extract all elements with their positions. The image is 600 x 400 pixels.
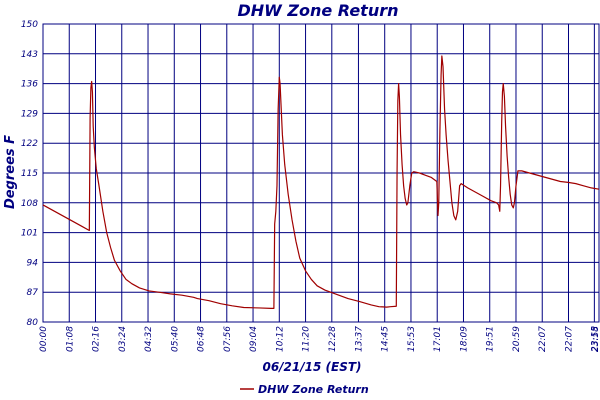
series-lines bbox=[42, 55, 600, 309]
x-tick-label: 20:59 bbox=[512, 326, 522, 352]
x-tick-label: 09:04 bbox=[249, 326, 259, 352]
x-tick-label: 02:16 bbox=[92, 326, 102, 352]
x-tick-label: 07:56 bbox=[223, 326, 233, 352]
y-tick-label: 143 bbox=[21, 50, 38, 60]
x-tick-label: 04:32 bbox=[144, 326, 154, 352]
x-tick-label: 17:01 bbox=[433, 326, 443, 352]
y-axis-label: Degrees F bbox=[3, 135, 18, 209]
y-tick-label: 115 bbox=[21, 169, 38, 179]
plot-frame bbox=[42, 23, 600, 323]
x-tick-label: 22:07 bbox=[538, 326, 548, 352]
x-tick-label: 10:12 bbox=[275, 326, 285, 352]
x-tick-label: 19:51 bbox=[486, 326, 496, 352]
y-tick-label: 129 bbox=[21, 109, 38, 119]
chart-title: DHW Zone Return bbox=[238, 1, 399, 20]
x-tick-labels: 00:00 01:08 02:16 03:24 04:32 05:40 06:48 07:56… bbox=[39, 326, 600, 352]
legend-label: DHW Zone Return bbox=[258, 383, 369, 396]
x-tick-label: 18:09 bbox=[459, 326, 469, 352]
x-tick-label: 23:15 bbox=[590, 326, 600, 352]
x-tick-label: 03:24 bbox=[118, 326, 128, 352]
x-tick-label: 15:53 bbox=[407, 326, 417, 352]
y-tick-label: 108 bbox=[21, 199, 38, 209]
y-tick-label: 80 bbox=[27, 318, 39, 328]
grid bbox=[42, 23, 599, 323]
x-tick-label: 23:58 bbox=[591, 326, 600, 352]
legend: DHW Zone Return bbox=[240, 383, 369, 396]
x-tick-label: 05:40 bbox=[170, 326, 180, 352]
series-line bbox=[42, 55, 600, 309]
y-tick-label: 150 bbox=[21, 20, 38, 30]
x-tick-label: 11:20 bbox=[302, 326, 312, 352]
y-tick-label: 94 bbox=[27, 258, 39, 268]
x-tick-label: 00:00 bbox=[39, 326, 49, 352]
y-tick-labels: 80 87 94 101 108 115 122 129 136 143 150 bbox=[21, 20, 38, 328]
x-tick-label: 14:45 bbox=[381, 326, 391, 352]
y-tick-label: 101 bbox=[21, 229, 38, 239]
x-axis-label: 06/21/15 (EST) bbox=[262, 360, 361, 374]
x-tick-label: 22:07 bbox=[564, 326, 574, 352]
y-tick-label: 122 bbox=[21, 139, 38, 149]
y-tick-label: 87 bbox=[27, 288, 39, 298]
x-tick-label: 01:08 bbox=[65, 326, 75, 352]
x-tick-label: 06:48 bbox=[197, 326, 207, 352]
x-tick-label: 13:37 bbox=[354, 326, 364, 352]
x-tick-label: 12:28 bbox=[328, 326, 338, 352]
y-tick-label: 136 bbox=[21, 80, 38, 90]
